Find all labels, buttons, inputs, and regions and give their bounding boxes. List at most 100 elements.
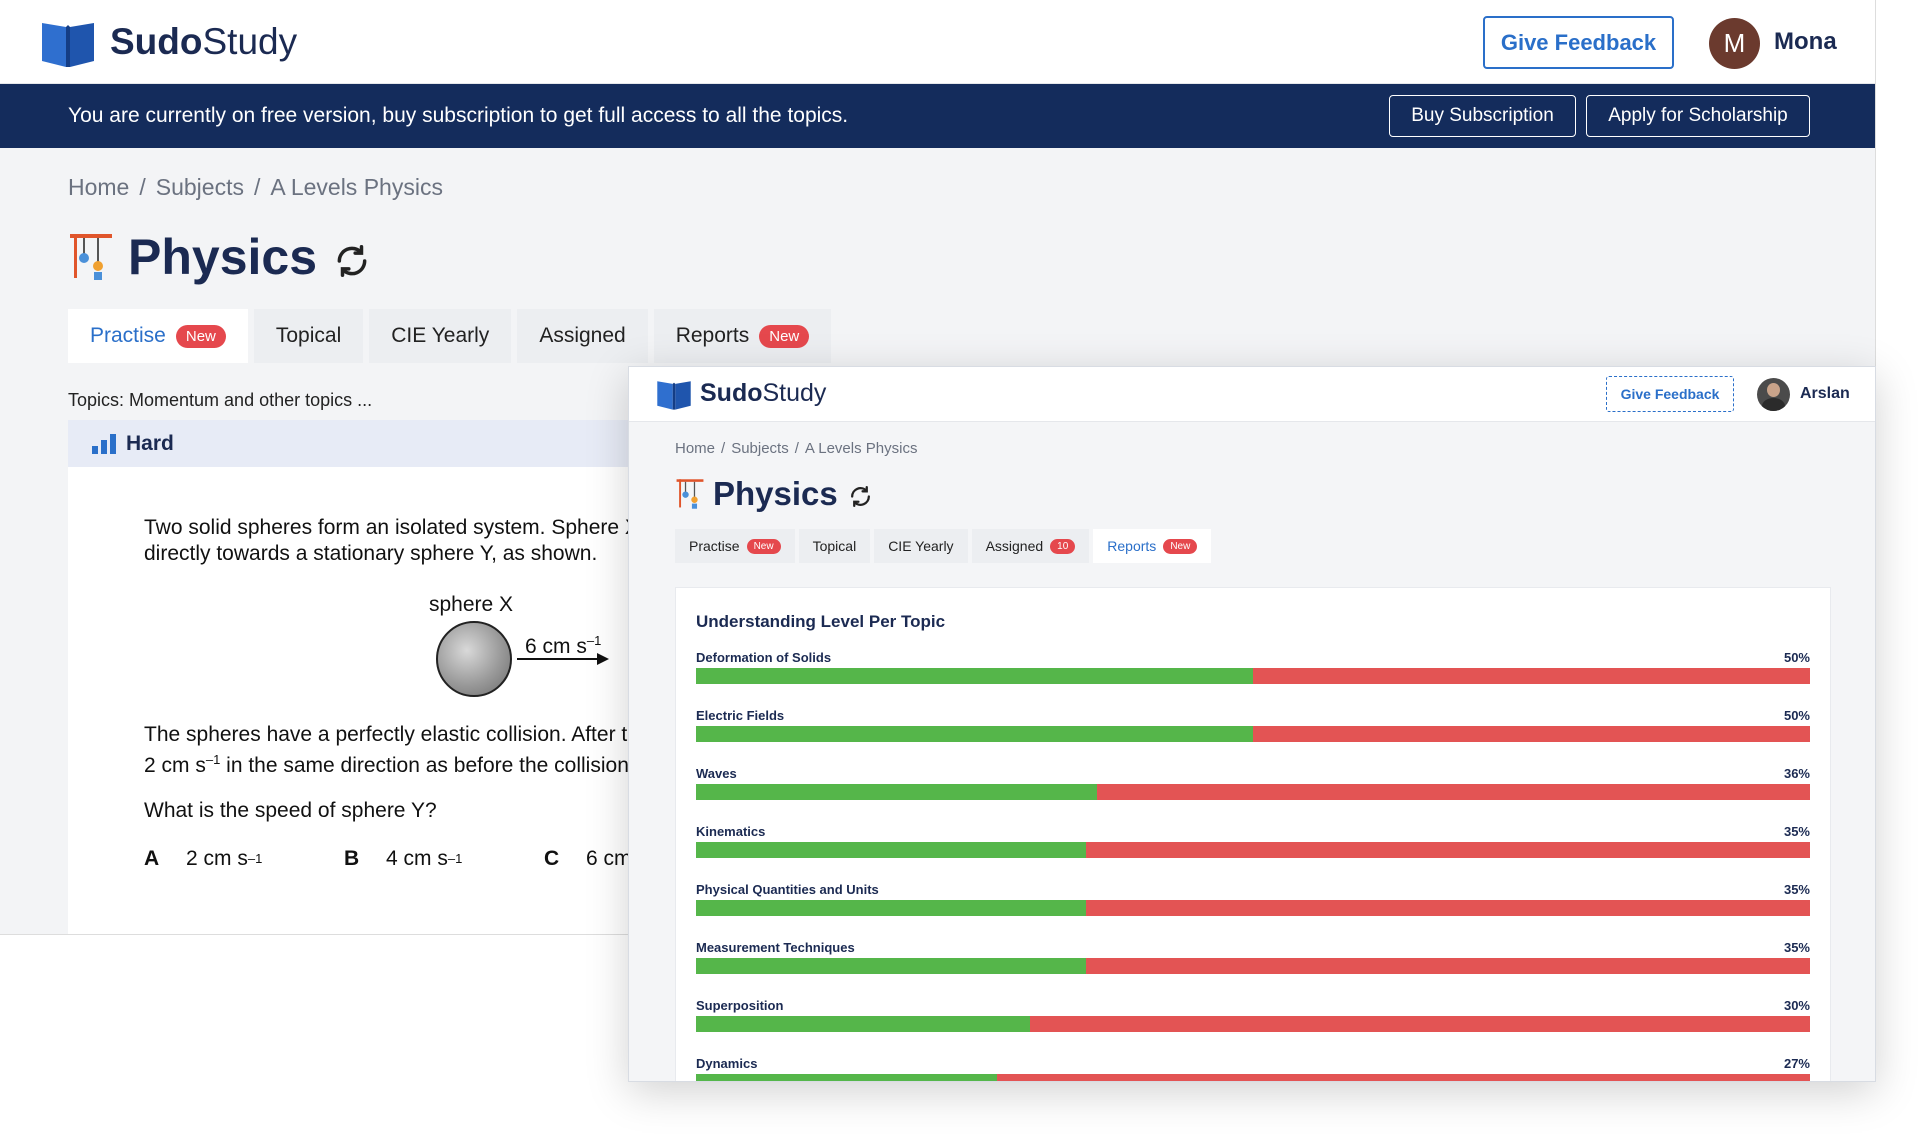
tab-cie-yearly[interactable]: CIE Yearly: [874, 529, 968, 563]
question-line: directly towards a stationary sphere Y, …: [144, 542, 598, 565]
sphere-label: sphere X: [429, 593, 514, 616]
banner-text: You are currently on free version, buy s…: [68, 104, 849, 127]
tab-reports[interactable]: Reports New: [653, 309, 832, 363]
speed-exponent: –1: [205, 752, 221, 767]
apply-scholarship-button[interactable]: Apply for Scholarship: [1586, 95, 1810, 137]
progress-track: [696, 1016, 1810, 1032]
breadcrumb-home[interactable]: Home: [68, 174, 130, 200]
tab-label: Assigned: [985, 538, 1044, 554]
top-header: SudoStudy Give Feedback Arslan: [629, 367, 1875, 422]
topic-percent: 50%: [1783, 650, 1810, 665]
progress-fill: [696, 1016, 1031, 1032]
topic-percent: 50%: [1783, 708, 1810, 723]
tab-topical[interactable]: Topical: [253, 309, 364, 363]
tab-label: Reports: [675, 324, 750, 347]
option-text: 4 cm s: [386, 847, 448, 870]
refresh-icon[interactable]: [848, 484, 873, 509]
breadcrumb-separator: /: [253, 174, 261, 200]
brand-name-regular: Study: [762, 379, 827, 407]
brand-logo[interactable]: SudoStudy: [656, 377, 826, 410]
buy-subscription-button[interactable]: Buy Subscription: [1389, 95, 1576, 137]
progress-fill: [696, 668, 1253, 684]
page-title: Physics: [128, 229, 318, 285]
avatar[interactable]: [1757, 378, 1790, 411]
new-badge: New: [746, 538, 781, 554]
tab-assigned[interactable]: Assigned 10: [971, 529, 1090, 563]
topic-row: Deformation of Solids 50%: [696, 650, 1810, 690]
progress-fill: [696, 842, 1086, 858]
velocity-label: 6 cm s–1: [525, 628, 601, 660]
topic-percent: 30%: [1783, 998, 1810, 1013]
progress-fill: [696, 900, 1086, 916]
username[interactable]: Mona: [1774, 28, 1837, 55]
tab-cie-yearly[interactable]: CIE Yearly: [369, 309, 512, 363]
topic-row: Electric Fields 50%: [696, 708, 1810, 748]
question-line: Two solid spheres form an isolated syste…: [144, 516, 707, 539]
topic-name: Physical Quantities and Units: [696, 882, 879, 897]
tab-label: Practise: [90, 324, 166, 347]
answer-option-a[interactable]: A 2 cm s –1: [144, 846, 262, 872]
breadcrumb-separator: /: [721, 440, 726, 457]
topic-name: Waves: [696, 766, 737, 781]
breadcrumb-subjects[interactable]: Subjects: [155, 174, 244, 200]
difficulty-header: Hard: [68, 420, 648, 467]
question-line: The spheres have a perfectly elastic col…: [144, 723, 737, 746]
sphere-x-figure: [436, 621, 512, 697]
tab-topical[interactable]: Topical: [798, 529, 871, 563]
tab-practise[interactable]: Practise New: [68, 309, 248, 363]
give-feedback-button[interactable]: Give Feedback: [1483, 16, 1674, 69]
difficulty-bars-icon: [92, 433, 116, 454]
velocity-exponent: –1: [586, 633, 602, 648]
topic-name: Electric Fields: [696, 708, 785, 723]
option-letter: A: [144, 847, 160, 870]
progress-track: [696, 784, 1810, 800]
tab-reports[interactable]: Reports New: [1093, 529, 1212, 563]
breadcrumb-current: A Levels Physics: [804, 440, 918, 457]
card-title: Understanding Level Per Topic: [696, 612, 946, 631]
physics-subject-icon: [70, 234, 112, 280]
tab-assigned[interactable]: Assigned: [517, 309, 648, 363]
tab-label: Topical: [275, 324, 342, 347]
brand-logo[interactable]: SudoStudy: [40, 17, 297, 67]
tab-practise[interactable]: Practise New: [675, 529, 795, 563]
question-line: 2 cm s–1 in the same direction as before…: [144, 747, 635, 779]
question-line-rest: in the same direction as before the coll…: [220, 754, 635, 777]
new-badge: New: [1163, 538, 1198, 554]
answer-option-b[interactable]: B 4 cm s –1: [344, 846, 462, 872]
topic-row: Kinematics 35%: [696, 824, 1810, 864]
breadcrumb-home[interactable]: Home: [675, 440, 716, 457]
count-badge: 10: [1050, 538, 1076, 554]
topic-name: Deformation of Solids: [696, 650, 832, 665]
brand-name: SudoStudy: [700, 379, 826, 408]
tab-label: CIE Yearly: [888, 538, 954, 554]
topic-percent: 27%: [1783, 1056, 1810, 1071]
topic-row: Waves 36%: [696, 766, 1810, 806]
tab-bar: Practise New Topical CIE Yearly Assigned…: [675, 529, 1212, 563]
brand-name-bold: Sudo: [110, 21, 203, 62]
difficulty-label: Hard: [126, 431, 174, 455]
progress-fill: [696, 784, 1098, 800]
topic-row: Measurement Techniques 35%: [696, 940, 1810, 980]
avatar[interactable]: M: [1709, 18, 1760, 69]
topic-name: Superposition: [696, 998, 784, 1013]
progress-fill: [696, 958, 1086, 974]
option-text: 2 cm s: [186, 847, 248, 870]
tab-label: Assigned: [539, 324, 626, 347]
topic-percent: 35%: [1783, 824, 1810, 839]
velocity-arrow: [517, 653, 609, 665]
reports-window: SudoStudy Give Feedback Arslan Home / Subj…: [628, 366, 1876, 1082]
new-badge: New: [175, 324, 226, 348]
tab-label: Practise: [689, 538, 740, 554]
username[interactable]: Arslan: [1800, 385, 1850, 402]
topic-name: Dynamics: [696, 1056, 758, 1071]
breadcrumb-subjects[interactable]: Subjects: [731, 440, 789, 457]
speed-value: 2 cm s: [144, 754, 206, 777]
tab-label: CIE Yearly: [391, 324, 490, 347]
tab-bar: Practise New Topical CIE Yearly Assigned…: [68, 309, 832, 363]
progress-track: [696, 842, 1810, 858]
brand-name-regular: Study: [202, 21, 298, 62]
refresh-icon[interactable]: [333, 242, 371, 280]
give-feedback-button[interactable]: Give Feedback: [1606, 376, 1734, 412]
progress-track: [696, 900, 1810, 916]
topic-name: Kinematics: [696, 824, 766, 839]
